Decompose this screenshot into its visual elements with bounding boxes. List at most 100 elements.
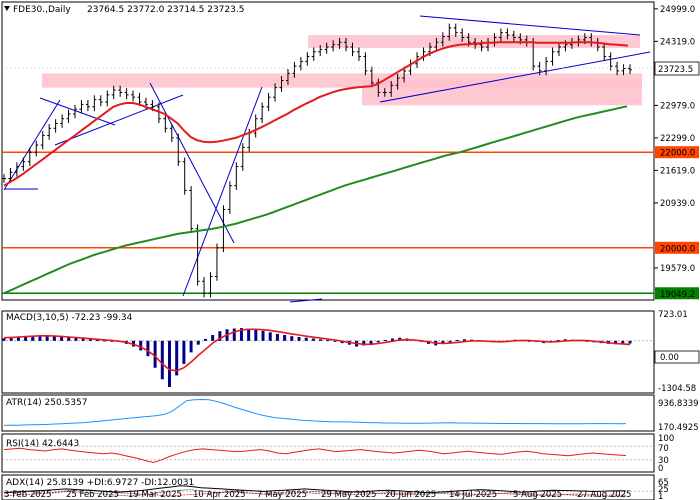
rsi-tick-30: 30 [658, 456, 669, 466]
time-axis: 3 Feb 2025 25 Feb 2025 19 Mar 2025 10 Apr 2… [4, 490, 631, 500]
atr-tick-top: 936.8339 [658, 399, 699, 409]
level-box-2 [655, 241, 699, 254]
macd-histogram-bar [24, 336, 28, 341]
macd-tick-top: 723.01 [658, 310, 688, 320]
trendline-7 [419, 15, 641, 36]
level-label-3: 19049.2 [660, 290, 695, 300]
trendline-5 [182, 86, 263, 297]
rsi-tick-100: 100 [658, 434, 674, 444]
macd-panel-frame [1, 310, 655, 394]
macd-histogram-bar [189, 340, 193, 353]
macd-histogram-bar [614, 340, 618, 345]
trendline-2 [39, 97, 116, 126]
atr-tick-bottom: 170.4925 [658, 423, 699, 433]
price-tick-label: 24999.0 [660, 5, 695, 15]
macd-histogram-bar [160, 340, 164, 380]
macd-histogram-bar [441, 340, 445, 344]
time-tick-label: 14 Jul 2025 [449, 490, 497, 500]
rsi-line [3, 447, 627, 464]
time-tick-label: 5 Aug 2025 [513, 490, 562, 500]
macd-histogram-bar [175, 340, 179, 376]
macd-histogram-bar [463, 339, 467, 341]
macd-histogram-bar [211, 335, 215, 341]
macd-histogram-bar [455, 340, 459, 342]
adx-tick-1: 1 [658, 492, 663, 500]
time-tick-label: 3 Feb 2025 [4, 490, 52, 500]
time-tick-label: 10 Apr 2025 [193, 490, 246, 500]
level-label-1: 22000.0 [660, 149, 695, 159]
macd-histogram-bar [283, 335, 287, 341]
macd-histogram-bar [110, 340, 114, 342]
macd-histogram-bar [67, 336, 71, 341]
macd-histogram-bar [38, 335, 42, 341]
macd-histogram-bar [239, 328, 243, 341]
macd-histogram-bar [369, 340, 373, 344]
trendline-9 [289, 298, 323, 303]
macd-histogram-bar [304, 337, 308, 341]
adx-tick-65: 65 [658, 478, 669, 488]
moving-average-green [3, 105, 628, 295]
macd-histogram-bar [326, 340, 330, 342]
trend-lines [3, 15, 651, 303]
macd-histogram-bar [16, 337, 20, 341]
macd-signal-line [3, 328, 631, 372]
macd-zero-box [654, 350, 700, 364]
adx-tick-25: 25 [658, 485, 669, 495]
macd-histogram-bar [196, 340, 200, 345]
macd-histogram-bar [60, 336, 64, 341]
price-levels: 22000.0 20000.0 19049.2 [2, 146, 699, 300]
resistance-zones [42, 35, 642, 106]
macd-histogram-bar [261, 330, 265, 341]
macd-histogram-bar [333, 340, 337, 342]
time-tick-label: 29 May 2025 [321, 490, 376, 500]
macd-label: MACD(3,10,5) -72.23 -99.34 [6, 313, 133, 323]
trendline-4 [149, 82, 235, 244]
minus-di-line [3, 489, 626, 497]
rsi-panel [2, 445, 654, 464]
adx-label: ADX(14) 25.8139 +DI:6.9727 -DI:12.0031 [6, 478, 194, 488]
time-tick-label: 7 May 2025 [257, 490, 307, 500]
current-price-marker: 23723.5 [654, 61, 700, 76]
level-box-3 [655, 287, 699, 300]
macd-histogram-bar [563, 339, 567, 341]
macd-histogram-bar [153, 340, 157, 368]
adx-panel [2, 485, 654, 498]
macd-histogram-bar [203, 338, 207, 341]
trendline-3 [54, 94, 184, 146]
macd-histogram-bar [9, 337, 13, 341]
price-tick-label: 22979.0 [660, 101, 695, 111]
current-price-label: 23723.5 [658, 65, 693, 75]
macd-histogram-bar [297, 336, 301, 341]
macd-histogram-bar [81, 338, 85, 341]
macd-histogram-bar [254, 329, 258, 341]
price-tick-label: 21619.0 [660, 166, 695, 176]
macd-tick-bottom: -1304.58 [658, 384, 696, 394]
rsi-panel-frame [1, 433, 655, 473]
macd-histogram-bar [74, 337, 78, 341]
level-box-1 [655, 146, 699, 159]
collapse-triangle-icon [4, 6, 10, 11]
price-series [2, 23, 632, 298]
macd-histogram-bar [383, 340, 387, 342]
chart-header: FDE30.,Daily 23764.5 23772.0 23714.5 237… [4, 5, 244, 15]
atr-line [3, 398, 627, 426]
atr-panel-frame [1, 394, 655, 432]
macd-histogram-bar [146, 340, 150, 357]
macd-histogram-bar [103, 340, 107, 342]
macd-histogram-bar [182, 340, 186, 364]
plus-di-line [3, 489, 627, 498]
ema-green-line [3, 105, 628, 295]
symbol-info: FDE30.,Daily [13, 5, 71, 15]
macd-histogram-bar [275, 333, 279, 341]
macd-histogram-bar [232, 328, 236, 341]
macd-histogram-bar [45, 335, 49, 341]
macd-histogram-bar [247, 328, 251, 341]
trendline-6 [379, 51, 651, 103]
macd-histogram-bar [376, 340, 380, 343]
rsi-label: RSI(14) 42.6443 [6, 439, 79, 449]
macd-histogram-bar [556, 340, 560, 342]
price-tick-label: 22299.0 [660, 134, 695, 144]
macd-histogram-bar [218, 331, 222, 341]
time-tick-label: 20 Jun 2025 [385, 490, 436, 500]
zone-2 [308, 35, 640, 48]
